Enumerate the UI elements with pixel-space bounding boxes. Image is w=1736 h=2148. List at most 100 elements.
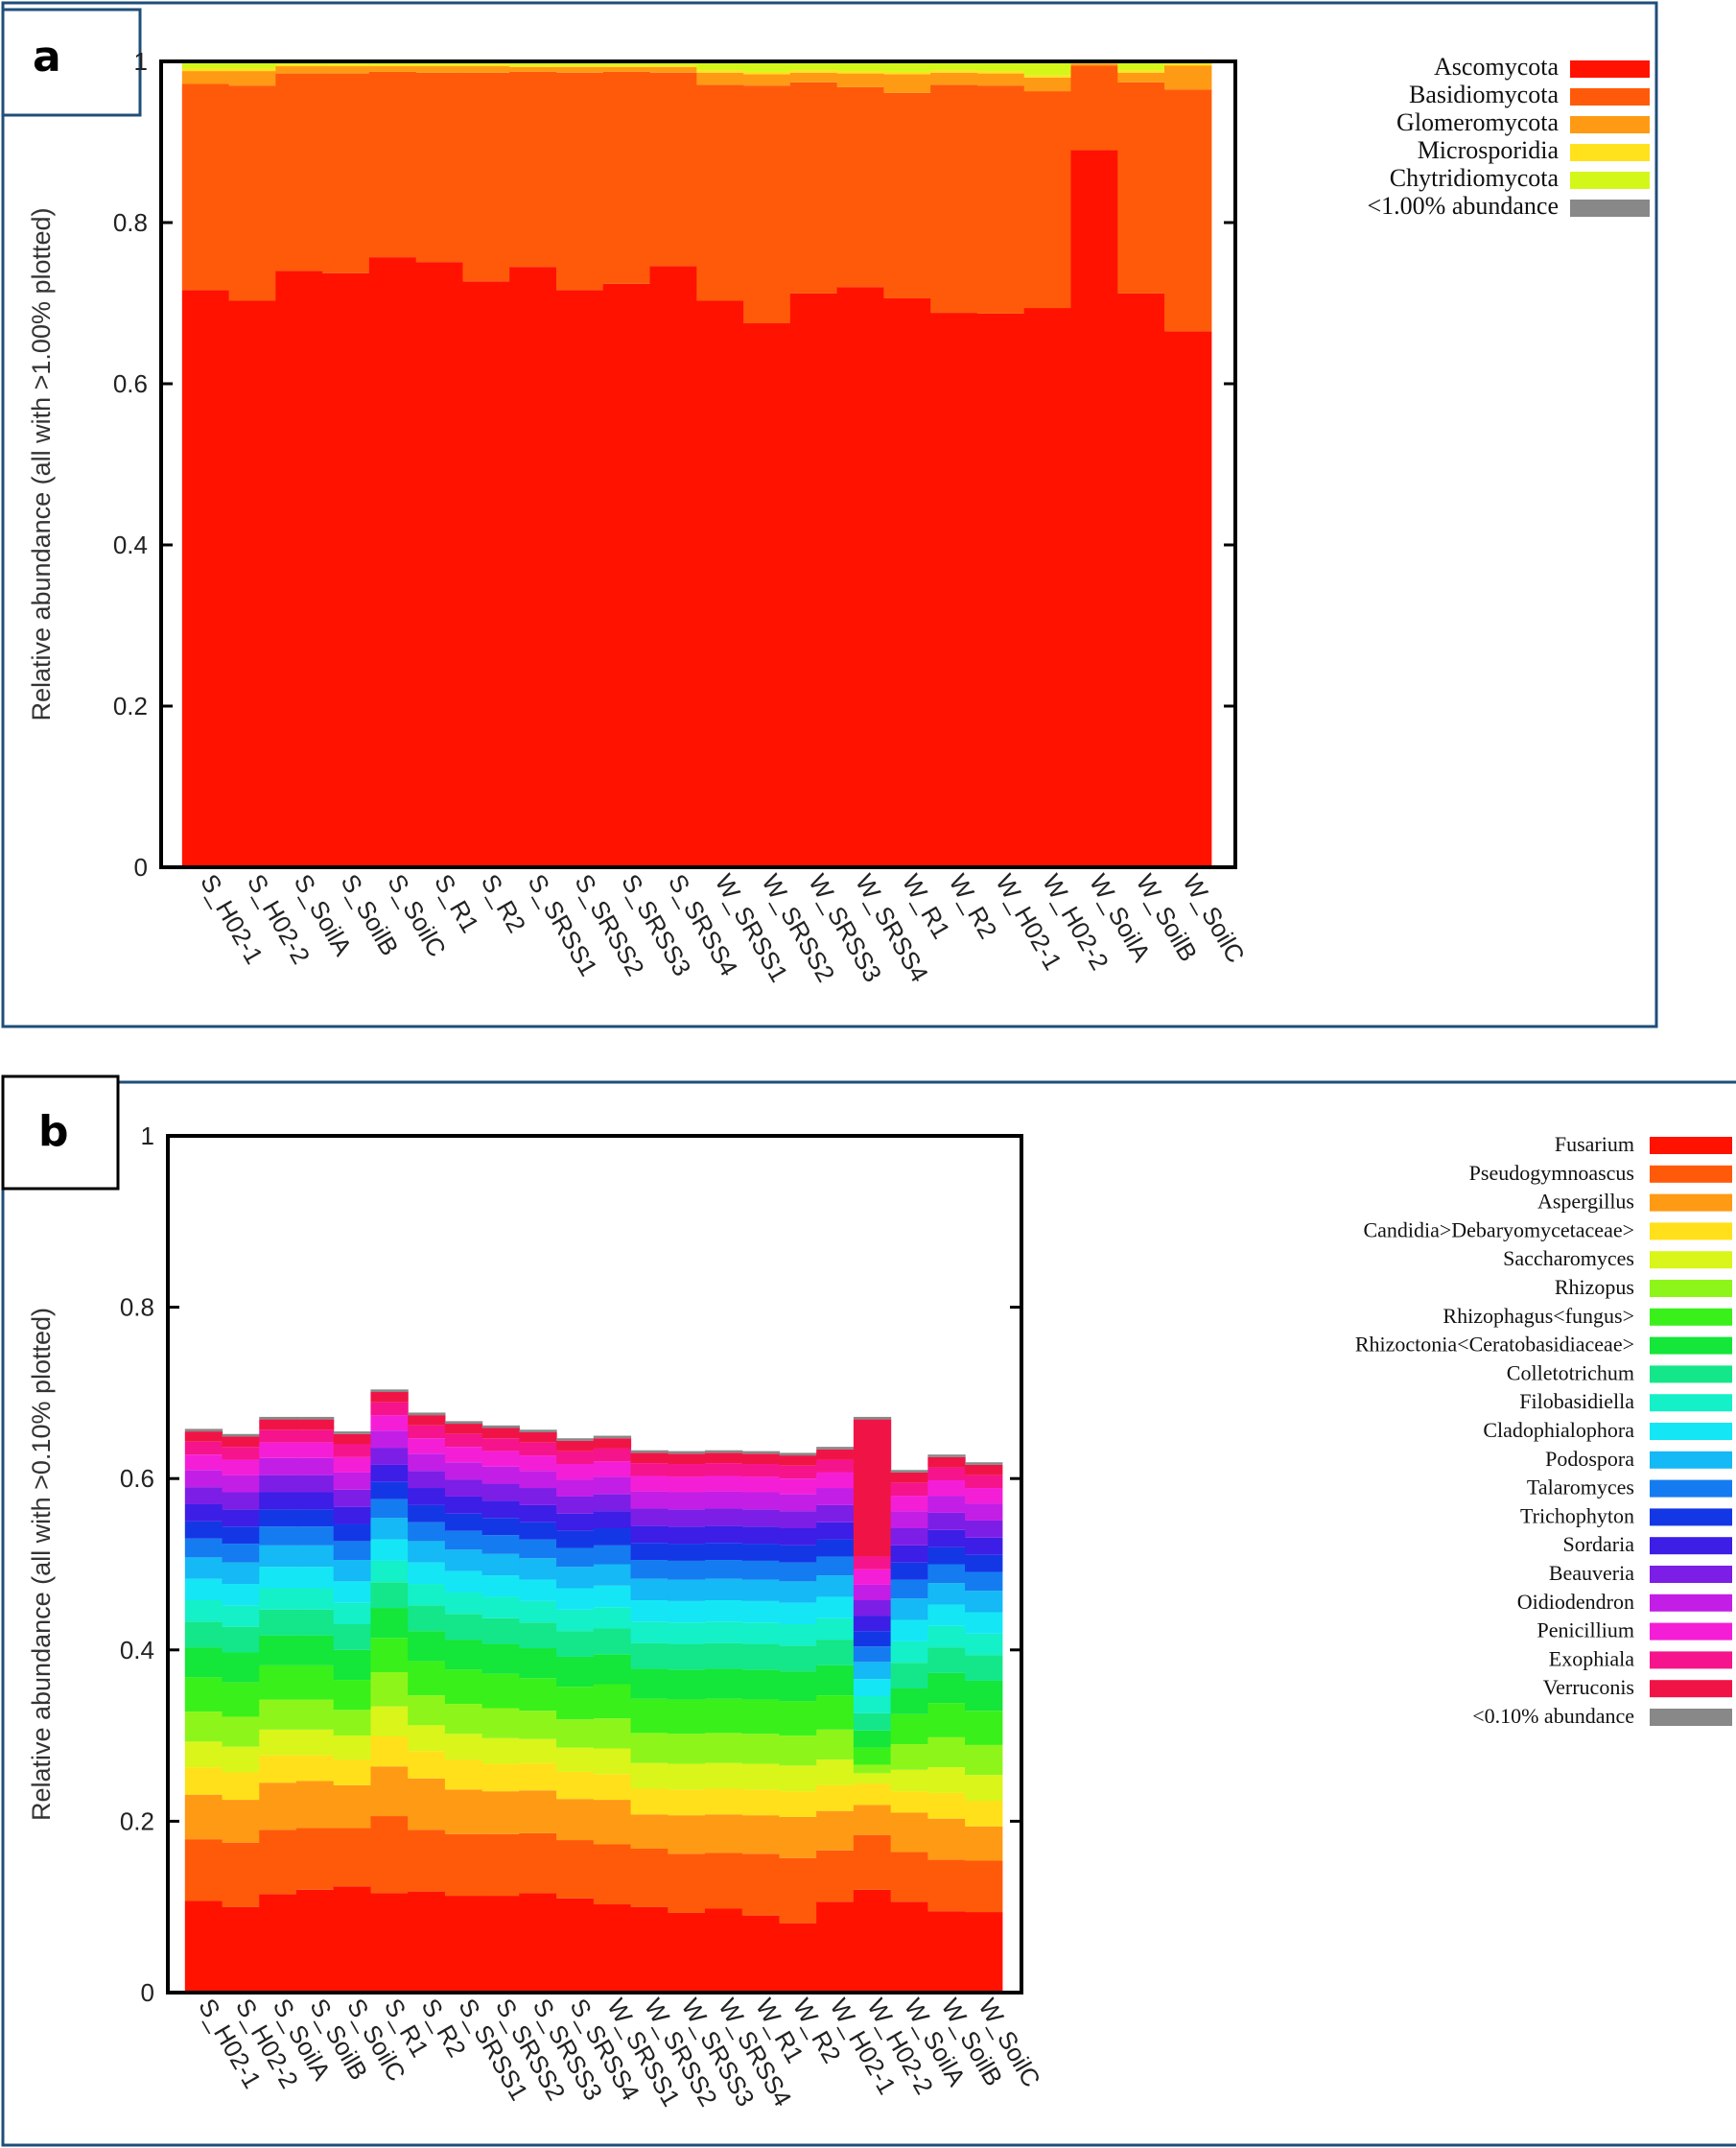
bar-segment bbox=[649, 266, 697, 867]
bar-segment bbox=[444, 1614, 483, 1641]
legend-swatch bbox=[1650, 1137, 1732, 1154]
bar-segment bbox=[228, 85, 276, 301]
bar-segment bbox=[184, 1711, 223, 1742]
legend-label: Sordaria bbox=[1562, 1532, 1634, 1556]
bar-segment bbox=[741, 1509, 781, 1527]
bar-segment bbox=[322, 73, 370, 273]
legend-swatch bbox=[1650, 1709, 1732, 1726]
bar-segment bbox=[853, 1783, 892, 1806]
bar-segment bbox=[408, 1778, 446, 1830]
bar-segment bbox=[965, 1860, 1003, 1913]
bar-segment bbox=[184, 1794, 223, 1840]
bar-segment bbox=[593, 1461, 632, 1477]
bar-segment bbox=[368, 66, 417, 72]
bar-segment bbox=[816, 1449, 855, 1460]
bar-segment bbox=[481, 1708, 520, 1738]
bar-segment bbox=[741, 1451, 781, 1454]
bar-segment bbox=[295, 1729, 335, 1756]
bar-segment bbox=[927, 1672, 966, 1704]
y-tick-label: 0.4 bbox=[120, 1636, 154, 1664]
bar-segment bbox=[333, 1581, 372, 1603]
bar-segment bbox=[930, 72, 978, 85]
bar-segment bbox=[668, 1492, 706, 1510]
legend-label: Saccharomyces bbox=[1503, 1246, 1634, 1270]
bar-segment bbox=[462, 64, 510, 67]
bar-segment bbox=[333, 1433, 372, 1445]
bar-segment bbox=[408, 1522, 446, 1542]
y-tick-label: 0.4 bbox=[113, 531, 148, 559]
bar-segment bbox=[816, 1640, 855, 1665]
bar-segment bbox=[649, 65, 697, 67]
bar-segment bbox=[890, 1901, 928, 1993]
bar-segment bbox=[370, 1560, 409, 1583]
bar-segment bbox=[965, 1462, 1003, 1465]
bar-segment bbox=[481, 1438, 520, 1452]
bar-segment bbox=[222, 1626, 260, 1653]
bar-segment bbox=[259, 1729, 297, 1756]
bar-segment bbox=[668, 1476, 706, 1493]
bar-segment bbox=[602, 65, 651, 67]
bar-segment bbox=[259, 1609, 297, 1636]
bar-segment bbox=[444, 1462, 483, 1480]
bar-segment bbox=[890, 1545, 928, 1563]
bar-segment bbox=[930, 313, 978, 868]
bar-segment bbox=[704, 1762, 743, 1789]
bar-segment bbox=[630, 1508, 669, 1526]
bar-segment bbox=[370, 1638, 409, 1673]
bar-segment bbox=[444, 1734, 483, 1760]
bar-segment bbox=[930, 70, 978, 73]
bar-segment bbox=[1117, 70, 1165, 73]
legend-label: Microsporidia bbox=[1418, 136, 1560, 164]
bar-segment bbox=[741, 1763, 781, 1790]
bar-segment bbox=[556, 1687, 595, 1720]
bar-segment bbox=[602, 71, 651, 284]
y-tick-label: 0 bbox=[141, 1978, 154, 2007]
bar-segment bbox=[668, 1734, 706, 1764]
bar-segment bbox=[704, 1908, 743, 1993]
bar-segment bbox=[976, 71, 1025, 74]
bar-segment bbox=[668, 1526, 706, 1545]
bar-segment bbox=[853, 1764, 892, 1774]
bar-segment bbox=[649, 66, 697, 73]
bar-segment bbox=[184, 1900, 223, 1993]
bar-segment bbox=[965, 1503, 1003, 1521]
legend-label: Fusarium bbox=[1555, 1132, 1634, 1156]
bar-segment bbox=[519, 1455, 557, 1472]
bar-segment bbox=[1117, 61, 1165, 71]
bar-segment bbox=[965, 1464, 1003, 1475]
bar-segment bbox=[184, 1557, 223, 1579]
bar-segment bbox=[630, 1668, 669, 1699]
bar-segment bbox=[1070, 65, 1118, 151]
legend-swatch bbox=[1650, 1251, 1732, 1269]
bar-segment bbox=[816, 1459, 855, 1473]
bar-segment bbox=[222, 1772, 260, 1801]
bar-segment bbox=[696, 61, 744, 71]
panel-b-frame bbox=[1, 1080, 1736, 2147]
bar-segment bbox=[779, 1452, 817, 1456]
bar-segment bbox=[519, 1488, 557, 1505]
bar-segment bbox=[668, 1669, 706, 1700]
bar-segment bbox=[965, 1488, 1003, 1504]
bar-segment bbox=[593, 1438, 632, 1449]
bar-segment bbox=[965, 1537, 1003, 1555]
bar-segment bbox=[333, 1456, 372, 1473]
bar-segment bbox=[883, 74, 931, 93]
legend-swatch bbox=[1650, 1394, 1732, 1412]
legend-label: Basidiomycota bbox=[1409, 81, 1559, 108]
bar-segment bbox=[816, 1596, 855, 1618]
bar-segment bbox=[976, 85, 1025, 314]
bar-segment bbox=[509, 65, 557, 67]
bar-segment bbox=[890, 1562, 928, 1580]
bar-segment bbox=[853, 1712, 892, 1731]
legend-swatch bbox=[1650, 1593, 1732, 1612]
bar-segment bbox=[602, 61, 651, 66]
bar-segment bbox=[408, 1725, 446, 1752]
bar-segment bbox=[519, 1471, 557, 1489]
bar-segment bbox=[370, 1481, 409, 1499]
bar-segment bbox=[927, 1529, 966, 1547]
bar-segment bbox=[779, 1923, 817, 1993]
legend-label: Oidiodendron bbox=[1517, 1590, 1634, 1614]
bar-segment bbox=[556, 1898, 595, 1993]
y-tick-label: 0.8 bbox=[113, 208, 148, 237]
bar-segment bbox=[789, 72, 838, 83]
